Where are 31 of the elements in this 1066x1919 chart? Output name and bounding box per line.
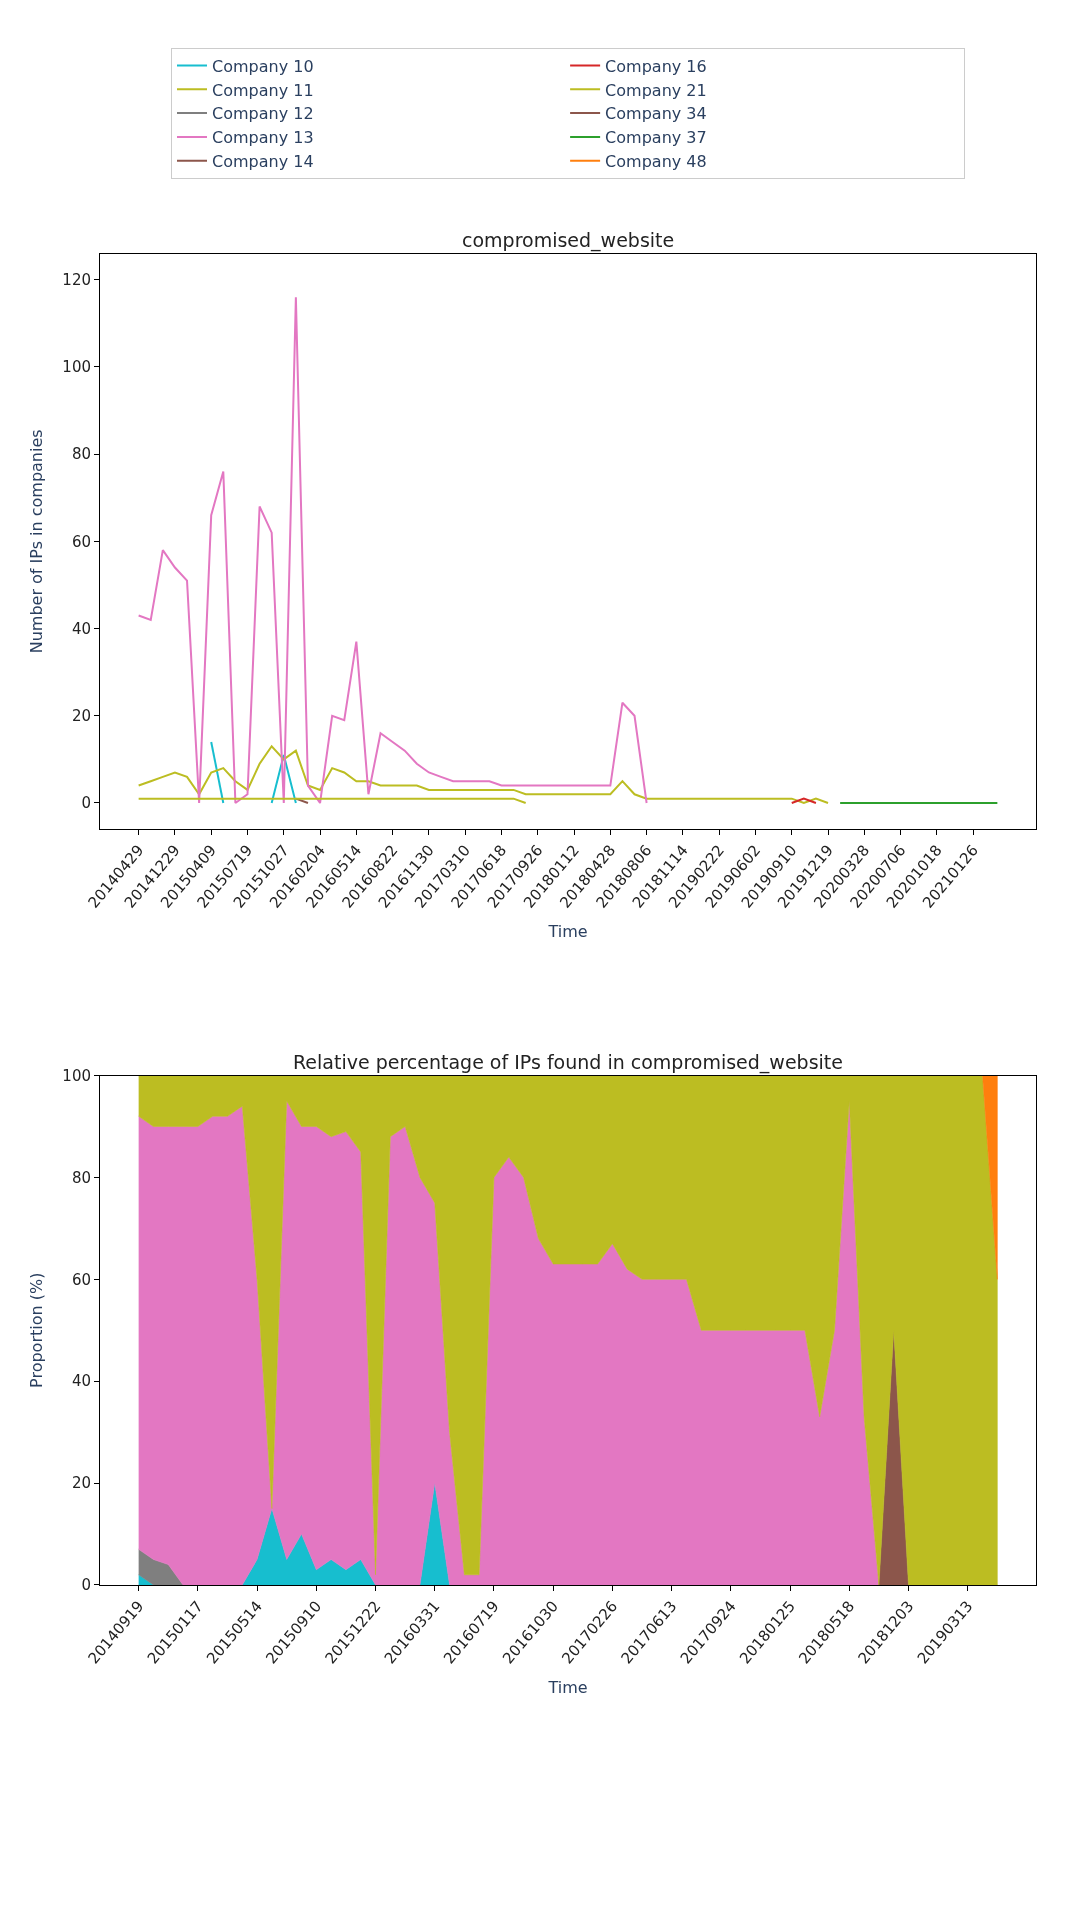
chart-title: Relative percentage of IPs found in compromised_website [293,1051,843,1074]
y-tick-label: 40 [71,619,91,638]
y-axis-title: Proportion (%) [27,1272,47,1388]
y-tick-label: 80 [71,1168,91,1187]
legend-label: Company 48 [605,151,707,171]
chart-title: compromised_website [462,229,675,252]
y-tick-label: 120 [62,270,91,289]
legend-label: Company 10 [212,56,314,76]
x-axis-title: Time [547,1678,588,1698]
legend-label: Company 16 [605,56,707,76]
legend-label: Company 21 [605,80,707,100]
legend-label: Company 13 [212,128,314,148]
y-tick-label: 100 [62,358,91,377]
legend-label: Company 37 [605,128,707,148]
y-tick-label: 40 [71,1372,91,1391]
legend-label: Company 14 [212,151,314,171]
line-series [137,296,648,804]
y-tick-label: 80 [71,445,91,464]
y-tick-label: 100 [62,1066,91,1085]
x-axis-title: Time [547,922,588,942]
y-axis-title: Number of IPs in companies [27,429,47,654]
legend-label: Company 34 [605,104,707,124]
y-tick-label: 0 [81,1576,91,1595]
y-tick-label: 20 [71,1474,91,1493]
y-tick-label: 20 [71,707,91,726]
line-series [137,745,830,804]
legend-label: Company 12 [212,104,314,124]
y-tick-label: 0 [81,794,91,813]
y-tick-label: 60 [71,532,91,551]
y-tick-label: 60 [71,1270,91,1289]
legend-label: Company 11 [212,80,314,100]
